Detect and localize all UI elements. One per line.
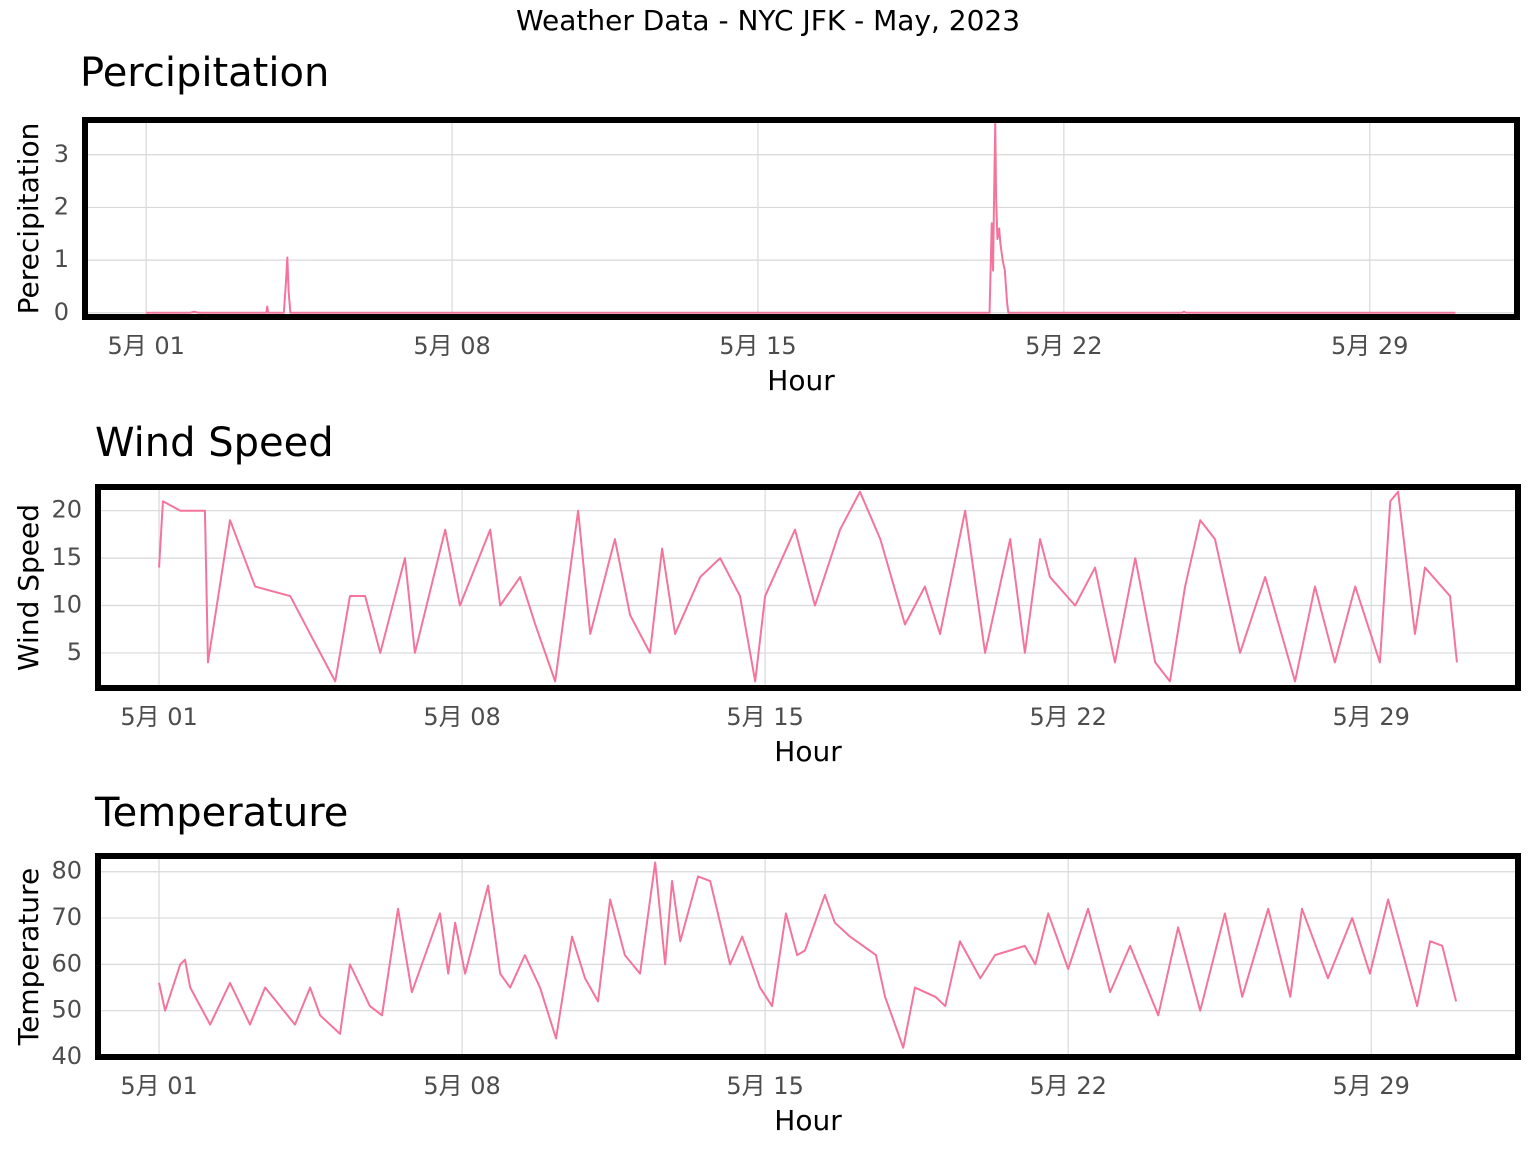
x-tick-label: 5月 29 (1333, 703, 1410, 731)
x-axis-label: Hour (774, 735, 842, 768)
y-tick-label: 50 (51, 996, 82, 1024)
data-line (146, 122, 1456, 314)
y-tick-label: 80 (51, 857, 82, 885)
x-tick-label: 5月 22 (1029, 703, 1106, 731)
x-tick-label: 5月 22 (1029, 1072, 1106, 1100)
x-tick-label: 5月 01 (120, 1072, 197, 1100)
y-tick-label: 5 (67, 638, 82, 666)
y-tick-label: 20 (51, 496, 82, 524)
data-line (158, 861, 1458, 1049)
x-tick-label: 5月 15 (726, 1072, 803, 1100)
y-tick-label: 40 (51, 1042, 82, 1070)
panel-border (82, 117, 1520, 320)
x-tick-label: 5月 22 (1025, 332, 1102, 360)
panel-border (95, 484, 1521, 691)
y-tick-label: 3 (54, 140, 69, 168)
x-tick-label: 5月 01 (120, 703, 197, 731)
x-tick-label: 5月 15 (726, 703, 803, 731)
x-tick-label: 5月 29 (1331, 332, 1408, 360)
x-tick-label: 5月 08 (413, 332, 490, 360)
y-tick-label: 1 (54, 245, 69, 273)
x-tick-label: 5月 29 (1333, 1072, 1410, 1100)
x-axis-label: Hour (774, 1104, 842, 1137)
panel-title: Wind Speed (95, 420, 334, 466)
y-tick-label: 15 (51, 543, 82, 571)
y-axis-label: Perecipitation (12, 123, 45, 315)
panel-title: Percipitation (80, 50, 329, 96)
panel-title: Temperature (94, 790, 348, 836)
y-tick-label: 0 (54, 298, 69, 326)
panel-border (95, 853, 1521, 1060)
x-tick-label: 5月 08 (423, 1072, 500, 1100)
x-axis-label: Hour (767, 364, 835, 397)
figure-title: Weather Data - NYC JFK - May, 2023 (516, 4, 1020, 37)
y-tick-label: 2 (54, 192, 69, 220)
x-tick-label: 5月 01 (107, 332, 184, 360)
x-tick-label: 5月 08 (423, 703, 500, 731)
y-tick-label: 60 (51, 949, 82, 977)
y-axis-label: Wind Speed (12, 504, 45, 671)
y-tick-label: 10 (51, 591, 82, 619)
x-tick-label: 5月 15 (719, 332, 796, 360)
y-tick-label: 70 (51, 903, 82, 931)
data-line (158, 490, 1458, 683)
y-axis-label: Temperature (12, 868, 45, 1046)
